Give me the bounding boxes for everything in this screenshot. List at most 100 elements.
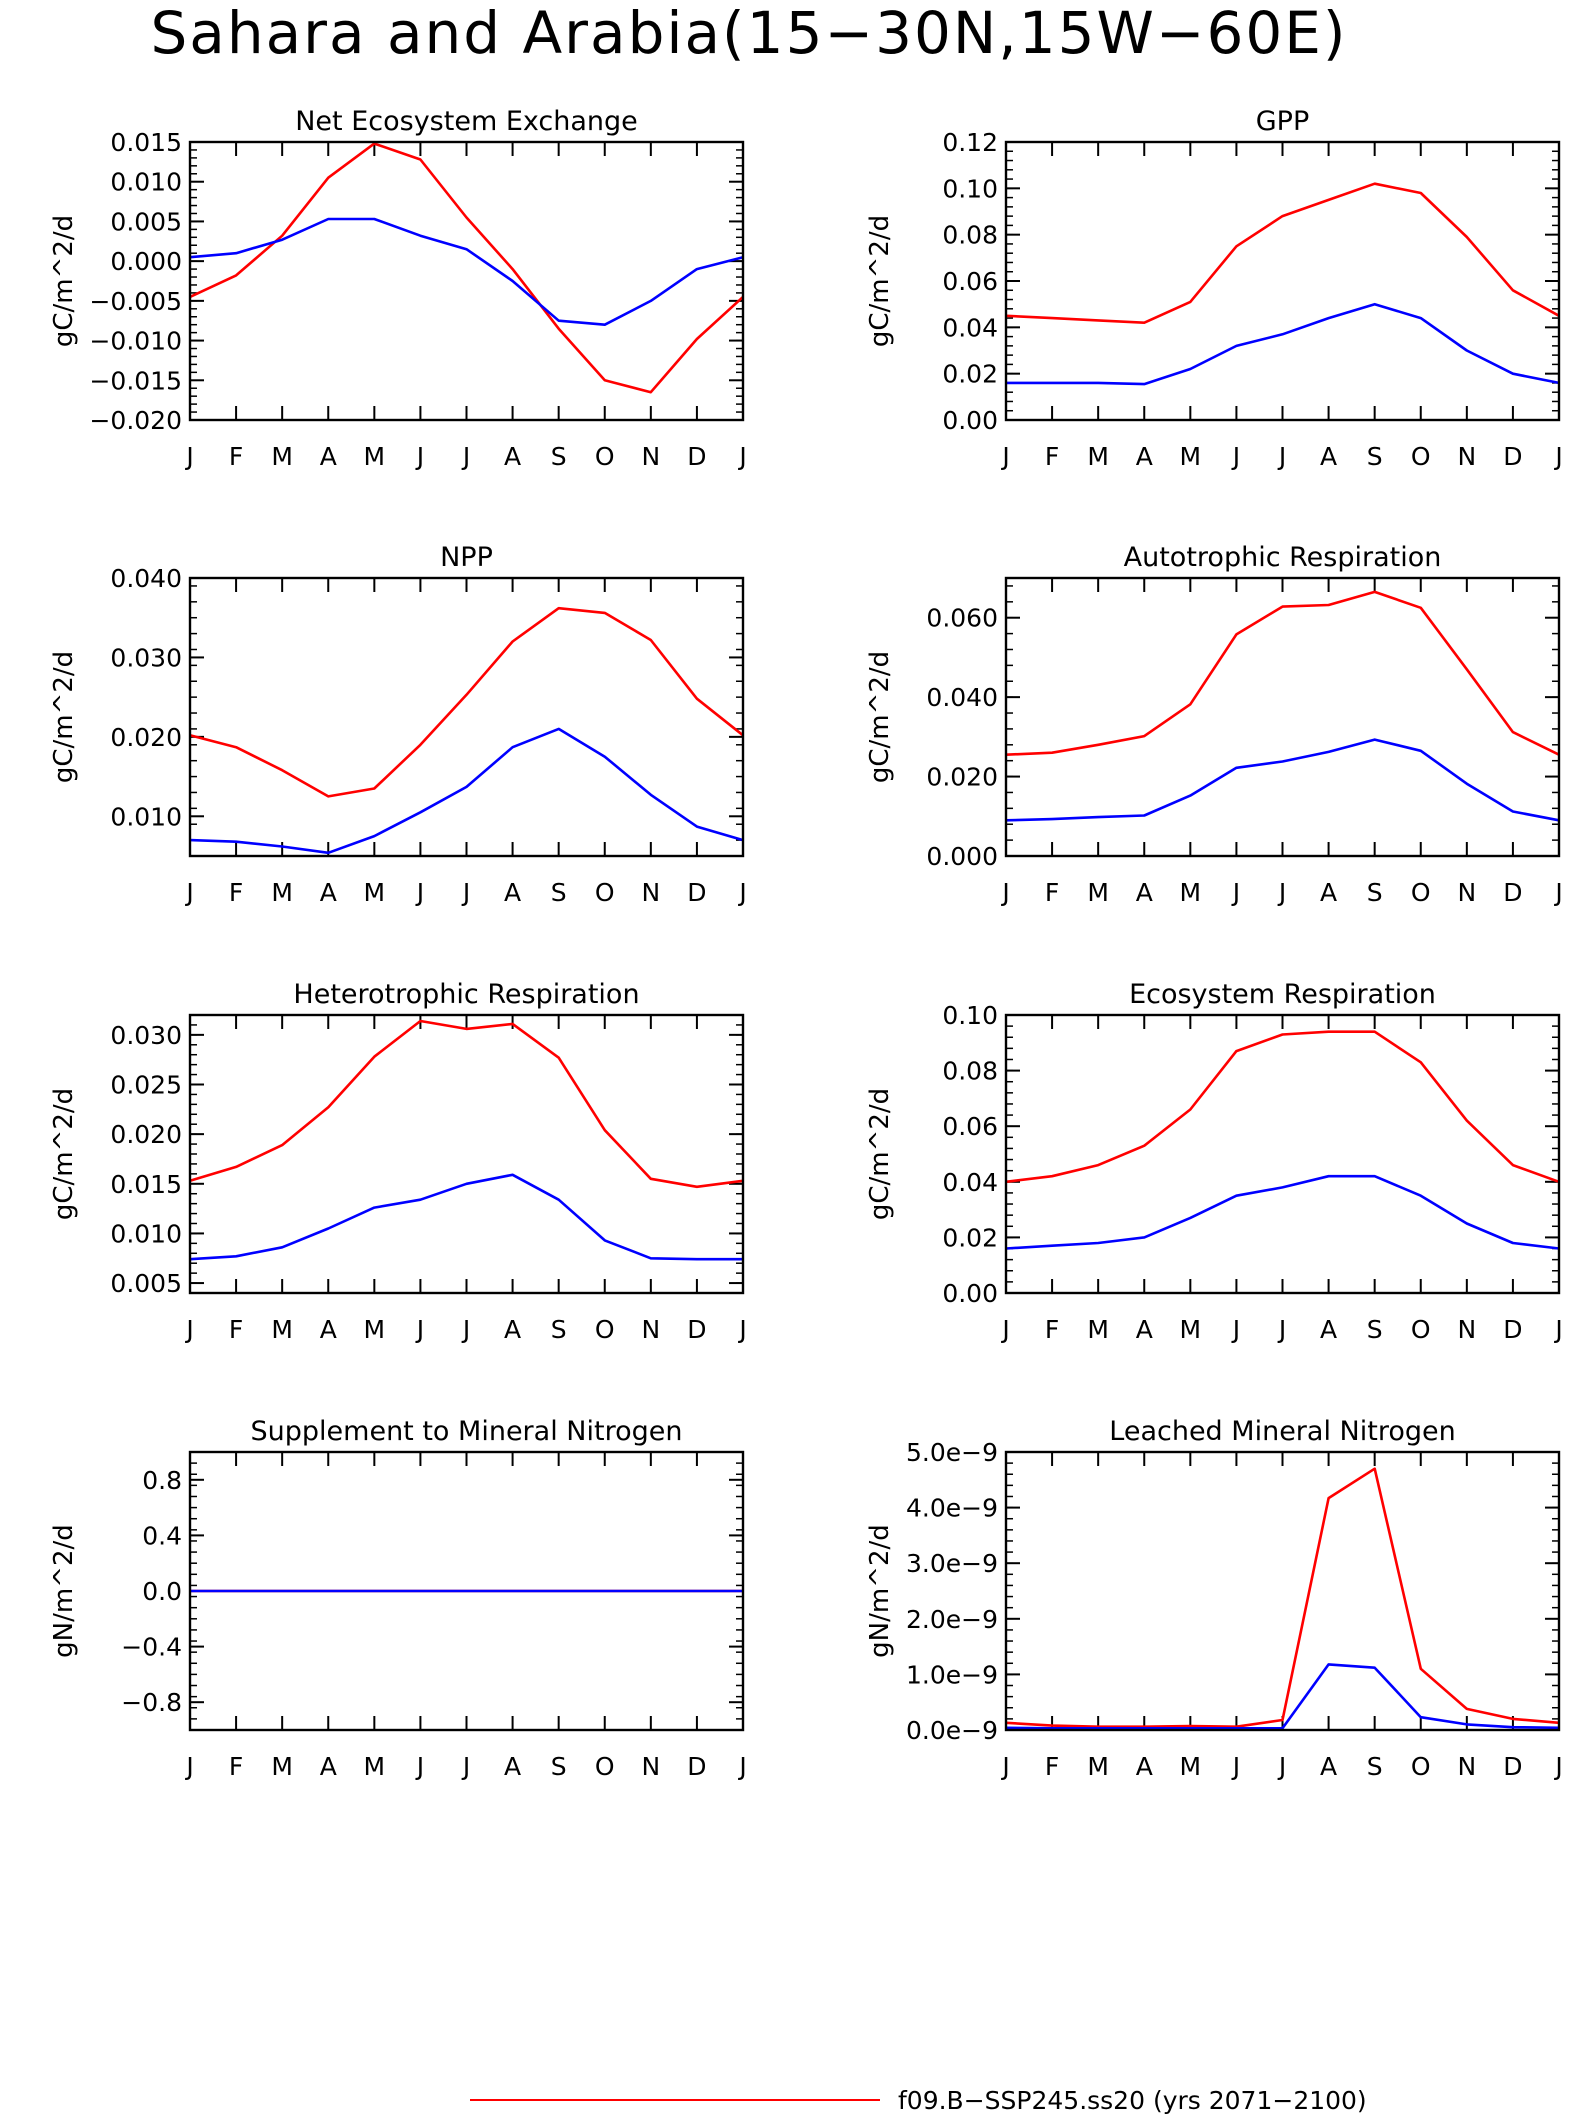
y-tick-label: 0.4	[142, 1521, 182, 1550]
plot-frame	[1004, 576, 1561, 858]
figure-title: Sahara and Arabia(15−30N,15W−60E)	[150, 0, 1347, 67]
y-tick-label: 0.025	[110, 1071, 182, 1100]
x-tick-label: N	[641, 1315, 660, 1344]
x-tick-label: N	[1457, 1752, 1476, 1781]
x-tick-label: S	[551, 442, 567, 471]
y-tick-label: 0.08	[942, 1057, 998, 1086]
x-tick-label: M	[364, 1752, 386, 1781]
x-tick-label: J	[737, 878, 746, 907]
y-tick-label: 0.020	[110, 723, 182, 752]
x-tick-label: D	[687, 1752, 706, 1781]
plot-frame	[188, 576, 745, 858]
plot-frame	[188, 1450, 745, 1732]
x-tick-label: J	[1553, 1752, 1562, 1781]
x-tick-label: J	[415, 1752, 424, 1781]
y-tick-label: −0.005	[89, 287, 182, 316]
series-line-blue	[1005, 738, 1560, 822]
x-tick-label: A	[1136, 1752, 1153, 1781]
x-tick-label: A	[320, 878, 337, 907]
x-tick-label: M	[1180, 878, 1202, 907]
y-tick-label: 4.0e−9	[906, 1494, 998, 1523]
y-tick-label: 0.12	[942, 128, 998, 157]
y-tick-label: 0.040	[110, 564, 182, 593]
y-tick-label: −0.020	[89, 406, 182, 435]
x-tick-label: J	[1000, 878, 1009, 907]
series-line-red	[1005, 590, 1560, 756]
panel-title: GPP	[1256, 106, 1310, 137]
y-tick-label: 0.10	[942, 1001, 998, 1030]
series-line-red	[1005, 1467, 1560, 1728]
panel-8: Leached Mineral Nitrogen gN/m^2/d 5.0e−9 4.…	[865, 1416, 1563, 1781]
x-tick-label: J	[1000, 442, 1009, 471]
x-tick-label: J	[737, 442, 746, 471]
plot-frame	[1004, 1013, 1561, 1295]
plot-frame	[188, 1013, 745, 1295]
x-tick-label: J	[461, 1315, 470, 1344]
y-axis-label: gC/m^2/d	[49, 215, 79, 347]
x-tick-label: N	[641, 442, 660, 471]
y-axis-label: gC/m^2/d	[865, 1088, 895, 1220]
y-tick-label: 0.0	[142, 1577, 182, 1606]
y-tick-label: −0.015	[89, 366, 182, 395]
x-tick-label: A	[504, 1315, 521, 1344]
y-axis-label: gC/m^2/d	[865, 651, 895, 783]
x-tick-label: J	[1553, 442, 1562, 471]
x-tick-label: S	[551, 1752, 567, 1781]
series-line-blue	[1006, 302, 1560, 386]
y-axis-label: gN/m^2/d	[865, 1524, 895, 1658]
y-tick-label: 0.040	[926, 683, 998, 712]
x-tick-label: F	[1045, 1752, 1059, 1781]
x-tick-label: M	[1087, 442, 1109, 471]
y-tick-label: 0.0e−9	[906, 1716, 998, 1745]
y-tick-label: 0.030	[110, 643, 182, 672]
y-tick-label: 0.08	[942, 221, 998, 250]
x-tick-label: N	[641, 878, 660, 907]
x-tick-label: J	[415, 442, 424, 471]
x-tick-label: F	[1045, 442, 1059, 471]
x-tick-label: S	[1367, 1752, 1383, 1781]
x-tick-label: J	[1277, 878, 1286, 907]
x-tick-label: M	[364, 442, 386, 471]
panel-title: Supplement to Mineral Nitrogen	[251, 1416, 683, 1447]
y-tick-label: 0.04	[942, 1168, 998, 1197]
series-line-blue	[1005, 1663, 1560, 1730]
x-tick-label: M	[271, 878, 293, 907]
panel-title: Autotrophic Respiration	[1124, 542, 1442, 573]
x-tick-label: M	[1180, 442, 1202, 471]
series-line-red	[189, 1019, 744, 1189]
panel-2: GPPgC/m^2/d0.120.100.080.060.040.020.00J…	[865, 106, 1563, 471]
y-tick-label: 2.0e−9	[906, 1605, 998, 1634]
x-tick-label: A	[320, 442, 337, 471]
panels-group: Net Ecosystem Exchange gC/m^2/d 0.015 0.010…	[49, 106, 1563, 1781]
x-tick-label: D	[1503, 442, 1522, 471]
x-tick-label: M	[1180, 1315, 1202, 1344]
legend-label: f09.B−SSP245.ss20 (yrs 2071−2100)	[898, 2086, 1367, 2115]
x-tick-label: N	[1457, 1315, 1476, 1344]
y-tick-label: 0.06	[942, 1112, 998, 1141]
x-tick-label: J	[1231, 1315, 1240, 1344]
x-tick-label: N	[1457, 442, 1476, 471]
legend: f09.B−SSP245.ss20 (yrs 2071−2100)	[470, 2086, 1367, 2115]
y-tick-label: 0.10	[942, 174, 998, 203]
y-tick-label: 0.010	[110, 168, 182, 197]
y-tick-label: 0.005	[110, 1269, 182, 1298]
x-tick-label: A	[1136, 1315, 1153, 1344]
x-tick-label: J	[1553, 878, 1562, 907]
panel-4: Autotrophic Respiration gC/m^2/d 0.060 0.04…	[865, 542, 1563, 907]
x-tick-label: J	[1277, 442, 1286, 471]
y-tick-label: −0.010	[89, 327, 182, 356]
y-tick-label: 1.0e−9	[906, 1660, 998, 1689]
x-tick-label: F	[229, 878, 243, 907]
x-tick-label: S	[551, 1315, 567, 1344]
panel-1: Net Ecosystem Exchange gC/m^2/d 0.015 0.010…	[49, 106, 747, 471]
y-tick-label: −0.8	[121, 1688, 182, 1717]
y-tick-label: 0.06	[942, 267, 998, 296]
x-tick-label: O	[1411, 1315, 1431, 1344]
x-tick-label: A	[1320, 1315, 1337, 1344]
x-tick-label: J	[1277, 1315, 1286, 1344]
x-tick-label: A	[504, 878, 521, 907]
x-tick-label: A	[320, 1315, 337, 1344]
x-tick-label: J	[1231, 878, 1240, 907]
panel-7: Supplement to Mineral Nitrogen gN/m^2/d 0.…	[49, 1416, 747, 1781]
x-tick-label: J	[184, 878, 193, 907]
